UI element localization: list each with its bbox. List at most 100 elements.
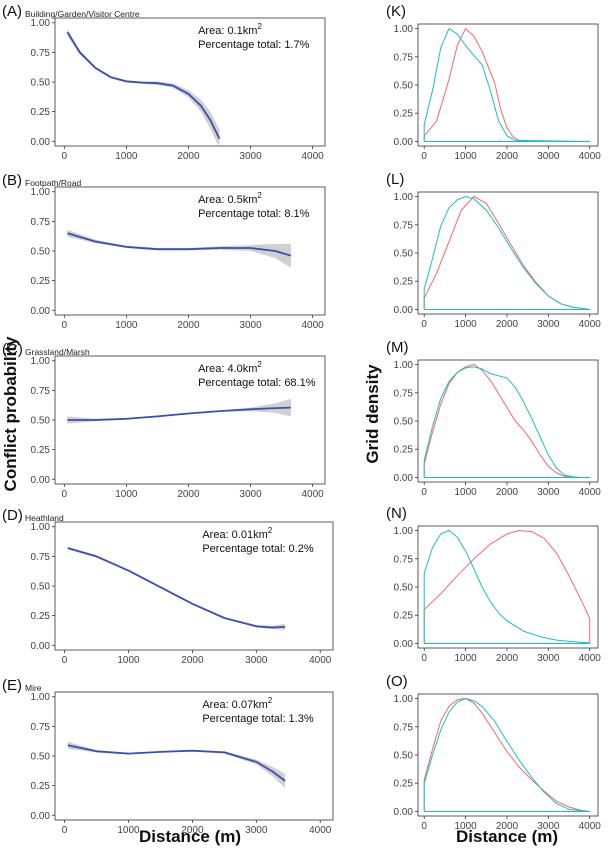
x-tick-label: 0 bbox=[62, 655, 68, 666]
density-line-cyan bbox=[423, 196, 591, 310]
y-tick-label: 0.50 bbox=[394, 583, 414, 594]
x-tick-label: 1000 bbox=[117, 655, 140, 666]
x-tick-label: 3000 bbox=[239, 151, 262, 162]
x-tick-label: 3000 bbox=[245, 825, 268, 836]
plot-frame bbox=[417, 359, 599, 483]
x-tick-label: 3000 bbox=[239, 489, 262, 500]
plot-frame bbox=[54, 17, 326, 147]
x-tick-label: 0 bbox=[62, 320, 68, 331]
y-tick-label: 0.25 bbox=[31, 276, 51, 287]
panel-c: (C) Grassland/Marsh 0.00 0.25 0.50 0.75 1.00 0 1… bbox=[2, 341, 326, 500]
y-tick-label: 0.00 bbox=[394, 473, 414, 484]
x-tick-label: 2000 bbox=[177, 489, 200, 500]
confidence-ribbon bbox=[67, 398, 291, 424]
panel-o: (O) 0.00 0.25 0.50 0.75 1.00 0 1000 2000 3000 4000 bbox=[386, 673, 601, 832]
fit-line bbox=[67, 232, 292, 257]
density-line-cyan bbox=[423, 28, 591, 142]
y-tick-label: 0.25 bbox=[394, 445, 414, 456]
panel-e: (E) Mire 0.00 0.25 0.50 0.75 1.00 0 1000 2000 3000… bbox=[2, 677, 334, 836]
x-tick-label: 3000 bbox=[537, 319, 560, 330]
x-tick-label: 3000 bbox=[537, 487, 560, 498]
y-tick-label: 0.00 bbox=[394, 137, 414, 148]
y-tick-label: 0.25 bbox=[31, 781, 51, 792]
y-tick-label: 1.00 bbox=[394, 526, 414, 537]
y-tick-label: 0.25 bbox=[394, 779, 414, 790]
x-tick-label: 4000 bbox=[579, 151, 602, 162]
plot-frame bbox=[417, 23, 599, 147]
x-tick-label: 1000 bbox=[115, 151, 138, 162]
y-tick-label: 0.75 bbox=[394, 388, 414, 399]
panel-label: (M) bbox=[386, 339, 409, 356]
y-tick-label: 0.00 bbox=[31, 137, 51, 148]
y-tick-label: 0.75 bbox=[31, 217, 51, 228]
x-tick-label: 0 bbox=[62, 151, 68, 162]
panel-b: (B) Footpath/Road 0.00 0.25 0.50 0.75 1.00 0 100… bbox=[2, 172, 326, 331]
x-tick-label: 0 bbox=[62, 489, 68, 500]
x-tick-label: 2000 bbox=[181, 825, 204, 836]
x-tick-label: 0 bbox=[62, 825, 68, 836]
y-tick-label: 0.25 bbox=[31, 107, 51, 118]
x-tick-label: 2000 bbox=[496, 821, 519, 832]
panel-subtitle: Building/Garden/Visitor Centre bbox=[25, 9, 140, 19]
x-tick-label: 1000 bbox=[115, 320, 138, 331]
y-tick-label: 1.00 bbox=[31, 692, 51, 703]
panel-d: (D) Heathland 0.00 0.25 0.50 0.75 1.00 0 1000 200… bbox=[2, 507, 334, 666]
panel-k: (K) 0.00 0.25 0.50 0.75 1.00 0 1000 2000 3000 4000 bbox=[386, 3, 601, 162]
y-tick-label: 0.25 bbox=[31, 445, 51, 456]
y-tick-label: 0.00 bbox=[31, 306, 51, 317]
y-tick-label: 0.00 bbox=[394, 305, 414, 316]
y-tick-label: 1.00 bbox=[394, 192, 414, 203]
panel-label: (N) bbox=[386, 505, 407, 522]
y-tick-label: 0.75 bbox=[31, 48, 51, 59]
panel-subtitle: Grassland/Marsh bbox=[25, 347, 90, 357]
density-line-red bbox=[423, 364, 591, 478]
x-tick-label: 1000 bbox=[454, 487, 477, 498]
y-title-left: Conflict probability bbox=[1, 336, 20, 491]
panel-label: (A) bbox=[2, 3, 22, 20]
x-tick-label: 3000 bbox=[537, 821, 560, 832]
x-tick-label: 3000 bbox=[537, 653, 560, 664]
panel-l: (L) 0.00 0.25 0.50 0.75 1.00 0 1000 2000 3000 4000 bbox=[386, 171, 601, 330]
plot-frame bbox=[417, 693, 599, 817]
y-tick-label: 1.00 bbox=[31, 522, 51, 533]
y-tick-label: 1.00 bbox=[394, 360, 414, 371]
y-tick-label: 0.75 bbox=[394, 220, 414, 231]
area-annotation: Area: 0.01km2 bbox=[202, 526, 272, 541]
y-tick-label: 0.50 bbox=[394, 417, 414, 428]
fit-line bbox=[67, 406, 291, 421]
plot-frame bbox=[417, 525, 599, 649]
panel-subtitle: Footpath/Road bbox=[25, 178, 82, 188]
y-title-right: Grid density bbox=[363, 364, 382, 464]
x-tick-label: 2000 bbox=[177, 151, 200, 162]
area-annotation: Area: 0.1km2 bbox=[198, 22, 262, 37]
x-tick-label: 2000 bbox=[181, 655, 204, 666]
y-tick-label: 1.00 bbox=[31, 18, 51, 29]
plot-frame bbox=[54, 691, 334, 821]
density-line-red bbox=[423, 28, 591, 142]
panel-a: (A) Building/Garden/Visitor Centre 0.00 0.2… bbox=[2, 3, 326, 162]
panel-label: (B) bbox=[2, 172, 22, 189]
x-tick-label: 2000 bbox=[496, 487, 519, 498]
x-tick-label: 4000 bbox=[309, 825, 332, 836]
panel-label: (O) bbox=[386, 673, 408, 690]
x-tick-label: 4000 bbox=[579, 487, 602, 498]
x-tick-label: 0 bbox=[421, 151, 427, 162]
y-tick-label: 0.25 bbox=[31, 611, 51, 622]
panel-m: (M) 0.00 0.25 0.50 0.75 1.00 0 1000 2000 3000 4000 bbox=[386, 339, 601, 498]
x-tick-label: 1000 bbox=[117, 825, 140, 836]
y-tick-label: 0.50 bbox=[31, 416, 51, 427]
y-tick-label: 0.50 bbox=[31, 582, 51, 593]
y-tick-label: 0.75 bbox=[394, 554, 414, 565]
area-annotation: Area: 0.5km2 bbox=[198, 191, 262, 206]
x-tick-label: 1000 bbox=[115, 489, 138, 500]
x-tick-label: 2000 bbox=[496, 151, 519, 162]
confidence-ribbon bbox=[67, 28, 220, 146]
panel-label: (C) bbox=[2, 341, 23, 358]
density-line-red bbox=[423, 196, 591, 310]
y-tick-label: 0.00 bbox=[31, 811, 51, 822]
density-line-red bbox=[423, 698, 591, 812]
x-tick-label: 1000 bbox=[454, 653, 477, 664]
y-tick-label: 0.50 bbox=[31, 752, 51, 763]
x-tick-label: 3000 bbox=[537, 151, 560, 162]
area-annotation: Area: 0.07km2 bbox=[202, 696, 272, 711]
